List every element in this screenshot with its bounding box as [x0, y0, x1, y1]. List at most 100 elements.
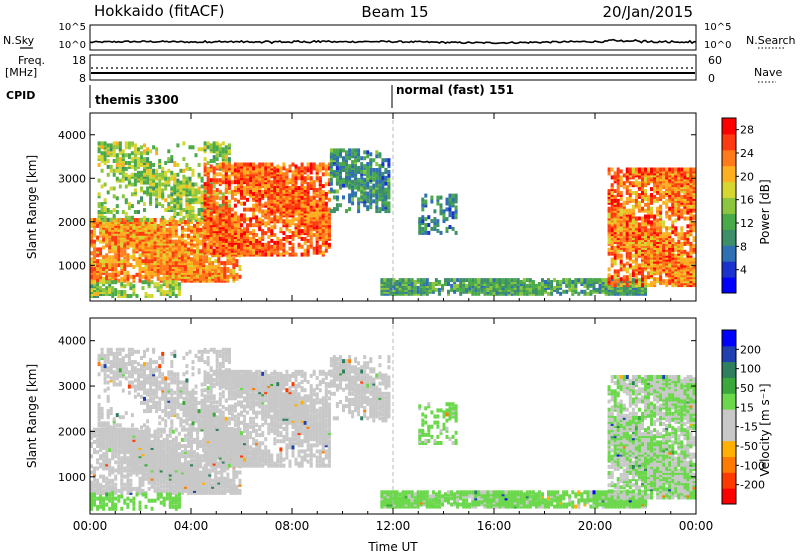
data-cell [332, 195, 336, 200]
data-cell [221, 205, 225, 210]
data-cell [659, 271, 663, 276]
nsearch-tick-bottom: 10^0 [704, 40, 731, 51]
data-cell [97, 178, 101, 183]
data-cell [249, 223, 253, 228]
data-cell [270, 238, 274, 243]
data-cell [99, 259, 103, 264]
data-cell [118, 168, 122, 173]
data-cell [106, 172, 110, 177]
data-cell [270, 180, 274, 185]
data-cell [528, 287, 532, 292]
data-cell [103, 161, 107, 165]
data-cell [335, 189, 339, 194]
data-cell [650, 187, 653, 192]
data-cell [165, 237, 169, 242]
data-cell [315, 164, 319, 169]
data-cell [224, 195, 228, 200]
data-cell [150, 270, 154, 275]
data-cell [229, 257, 233, 262]
data-cell [206, 141, 210, 146]
data-cell [537, 285, 541, 290]
data-cell [140, 163, 143, 167]
data-cell [267, 162, 271, 167]
data-cell [318, 168, 322, 173]
data-cell [424, 223, 428, 227]
data-cell [168, 239, 172, 244]
data-cell [448, 225, 452, 229]
data-cell [120, 243, 124, 248]
data-cell [324, 172, 328, 177]
data-cell [366, 181, 370, 186]
data-cell [647, 259, 650, 264]
data-cell [152, 192, 156, 197]
data-cell [665, 198, 669, 203]
data-cell [628, 251, 632, 256]
data-cell [384, 195, 388, 200]
data-cell [372, 177, 376, 182]
data-cell [255, 164, 259, 169]
data-cell [309, 166, 313, 171]
data-cell [217, 257, 221, 262]
data-cell [273, 188, 277, 192]
data-cell [203, 182, 207, 187]
data-cell [637, 193, 641, 197]
data-cell [276, 240, 280, 245]
data-cell [634, 198, 638, 203]
data-cell [200, 198, 204, 203]
data-cell [625, 283, 629, 288]
data-cell [99, 225, 103, 230]
data-cell [668, 253, 672, 258]
data-cell [616, 189, 620, 194]
data-cell [387, 173, 391, 178]
data-cell [112, 186, 116, 191]
data-cell [193, 249, 196, 254]
data-cell [194, 188, 198, 193]
data-cell [363, 169, 367, 174]
data-cell [177, 235, 181, 240]
data-cell [641, 277, 644, 282]
data-cell [135, 272, 139, 277]
data-cell [366, 199, 370, 204]
nsearch-tick-top: 10^5 [704, 22, 731, 33]
data-cell [507, 278, 511, 283]
data-cell [489, 278, 493, 283]
data-cell [106, 208, 110, 212]
data-cell [321, 162, 325, 167]
data-cell [100, 141, 104, 146]
data-cell [170, 170, 174, 175]
data-cell [238, 265, 242, 269]
data-cell [421, 219, 425, 224]
data-cell [124, 215, 128, 220]
data-cell [218, 196, 222, 201]
data-cell [243, 242, 246, 247]
data-cell [327, 166, 331, 171]
data-cell [230, 180, 234, 185]
data-cell [188, 145, 192, 150]
data-cell [306, 162, 310, 167]
data-cell [628, 277, 632, 282]
data-cell [668, 226, 672, 231]
data-cell [115, 163, 119, 167]
data-cell [203, 193, 207, 198]
data-cell [586, 291, 590, 296]
data-cell [418, 228, 422, 233]
data-cell [230, 164, 234, 169]
data-cell [206, 161, 210, 165]
data-cell [625, 189, 629, 194]
data-cell [264, 166, 268, 171]
data-cell [146, 190, 150, 195]
data-cell [96, 253, 100, 258]
data-cell [176, 182, 180, 187]
data-cell [282, 242, 286, 247]
data-cell [410, 278, 414, 283]
data-cell [108, 255, 112, 260]
data-cell [610, 263, 614, 268]
data-cell [384, 181, 388, 186]
data-cell [261, 203, 265, 208]
data-cell [647, 275, 650, 280]
data-cell [486, 278, 490, 283]
data-cell [137, 157, 140, 162]
data-cell [261, 168, 265, 173]
data-cell [246, 197, 249, 202]
data-cell [459, 291, 463, 296]
